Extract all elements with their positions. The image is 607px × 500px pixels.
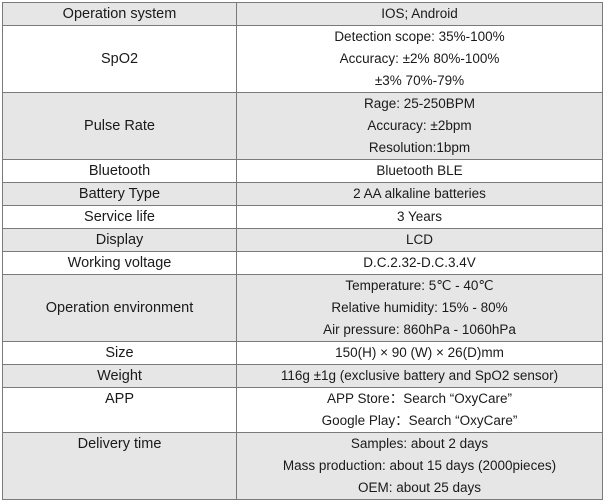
table-row: Weight 116g ±1g (exclusive battery and S… — [2, 364, 603, 388]
value-line: Air pressure: 860hPa - 1060hPa — [323, 322, 516, 337]
row-value: 150(H) × 90 (W) × 26(D)mm — [236, 341, 603, 365]
row-value: 3 Years — [236, 205, 603, 229]
value-line: Temperature: 5℃ - 40℃ — [345, 278, 494, 293]
table-row: Size 150(H) × 90 (W) × 26(D)mm — [2, 341, 603, 365]
row-value: Bluetooth BLE — [236, 159, 603, 183]
row-label: Delivery time — [2, 432, 237, 500]
row-label: Battery Type — [2, 182, 237, 206]
row-value: Detection scope: 35%-100% Accuracy: ±2% … — [236, 25, 603, 93]
table-row: Operation environment Temperature: 5℃ - … — [2, 274, 603, 342]
row-label: Working voltage — [2, 251, 237, 275]
table-row: Pulse Rate Rage: 25-250BPM Accuracy: ±2b… — [2, 92, 603, 160]
table-row: Battery Type 2 AA alkaline batteries — [2, 182, 603, 206]
table-row: SpO2 Detection scope: 35%-100% Accuracy:… — [2, 25, 603, 93]
row-label: Weight — [2, 364, 237, 388]
row-value: 2 AA alkaline batteries — [236, 182, 603, 206]
row-label: Service life — [2, 205, 237, 229]
row-value: Temperature: 5℃ - 40℃ Relative humidity:… — [236, 274, 603, 342]
value-line: IOS; Android — [381, 6, 458, 21]
row-value: APP Store：Search “OxyCare” Google Play：S… — [236, 387, 603, 433]
row-value: 116g ±1g (exclusive battery and SpO2 sen… — [236, 364, 603, 388]
value-line: Accuracy: ±2bpm — [367, 118, 472, 133]
value-line: ±3% 70%-79% — [374, 73, 465, 88]
table-row: APP APP Store：Search “OxyCare” Google Pl… — [2, 387, 603, 433]
table-row: Display LCD — [2, 228, 603, 252]
value-line: Resolution:1bpm — [368, 140, 471, 155]
value-line: 116g ±1g (exclusive battery and SpO2 sen… — [280, 368, 559, 383]
value-line: Mass production: about 15 days (2000piec… — [282, 458, 557, 473]
row-label: Operation environment — [2, 274, 237, 342]
row-label: Bluetooth — [2, 159, 237, 183]
table-row: Operation system IOS; Android — [2, 2, 603, 26]
value-line: LCD — [405, 232, 433, 247]
value-line: Detection scope: 35%-100% — [334, 29, 505, 44]
row-value: Rage: 25-250BPM Accuracy: ±2bpm Resoluti… — [236, 92, 603, 160]
value-line: Relative humidity: 15% - 80% — [331, 300, 508, 315]
row-value: D.C.2.32-D.C.3.4V — [236, 251, 603, 275]
row-label: Size — [2, 341, 237, 365]
table-row: Service life 3 Years — [2, 205, 603, 229]
row-value: Samples: about 2 days Mass production: a… — [236, 432, 603, 500]
value-line: 2 AA alkaline batteries — [353, 186, 486, 201]
value-line: D.C.2.32-D.C.3.4V — [363, 255, 476, 270]
value-line: 150(H) × 90 (W) × 26(D)mm — [335, 345, 504, 360]
value-line: Accuracy: ±2% 80%-100% — [339, 51, 500, 66]
row-value: IOS; Android — [236, 2, 603, 26]
value-line: OEM: about 25 days — [357, 480, 482, 495]
value-line: Google Play：Search “OxyCare” — [321, 413, 518, 428]
row-value: LCD — [236, 228, 603, 252]
value-line: Bluetooth BLE — [376, 163, 463, 178]
value-line: Samples: about 2 days — [350, 436, 489, 451]
value-line: Rage: 25-250BPM — [363, 96, 476, 111]
row-label-text: APP — [104, 391, 134, 407]
row-label-text: Delivery time — [77, 436, 162, 452]
table-row: Working voltage D.C.2.32-D.C.3.4V — [2, 251, 603, 275]
value-line: APP Store：Search “OxyCare” — [326, 391, 513, 406]
row-label: Display — [2, 228, 237, 252]
row-label: SpO2 — [2, 25, 237, 93]
row-label: Operation system — [2, 2, 237, 26]
row-label: Pulse Rate — [2, 92, 237, 160]
table-row: Delivery time Samples: about 2 days Mass… — [2, 432, 603, 500]
table-row: Bluetooth Bluetooth BLE — [2, 159, 603, 183]
value-line: 3 Years — [396, 209, 443, 224]
row-label: APP — [2, 387, 237, 433]
